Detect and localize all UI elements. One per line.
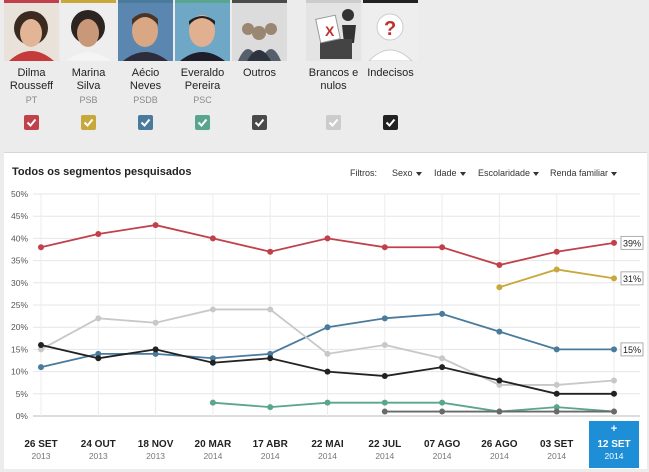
candidate-party: PSB bbox=[79, 95, 98, 105]
candidate-party: PSDB bbox=[133, 95, 158, 105]
everaldo-portrait bbox=[175, 3, 230, 61]
filter-idade[interactable]: Idade bbox=[434, 168, 466, 178]
dilma-portrait bbox=[4, 3, 59, 61]
panel-title: Todos os segmentos pesquisados bbox=[12, 166, 192, 178]
checkmark-icon bbox=[254, 118, 265, 127]
candidate-party: PT bbox=[25, 95, 38, 105]
filters-label: Filtros: bbox=[350, 168, 377, 178]
svg-text:?: ? bbox=[384, 18, 396, 40]
checkmark-icon bbox=[140, 118, 151, 127]
candidate-name: Indecisos bbox=[367, 67, 414, 79]
candidate-color-bar bbox=[61, 0, 116, 4]
checkmark-icon bbox=[328, 118, 339, 127]
candidate-name: Everaldo Pereira bbox=[180, 67, 225, 92]
aecio-portrait bbox=[118, 3, 173, 61]
candidate-color-bar bbox=[4, 0, 59, 4]
checkmark-icon bbox=[83, 118, 94, 127]
chart-panel: Todos os segmentos pesquisados Filtros: … bbox=[4, 152, 647, 469]
candidate-color-bar bbox=[232, 0, 287, 4]
filter-sexo[interactable]: Sexo bbox=[392, 168, 422, 178]
candidate-name: Outros bbox=[242, 67, 276, 79]
candidate-color-bar bbox=[175, 0, 230, 4]
candidate-name: Marina Silva bbox=[71, 67, 106, 92]
checkmark-icon bbox=[197, 118, 208, 127]
candidate-checkbox[interactable] bbox=[138, 115, 153, 130]
candidate-checkbox[interactable] bbox=[195, 115, 210, 130]
checkmark-icon bbox=[385, 118, 396, 127]
candidate-color-bar bbox=[363, 0, 418, 4]
chevron-down-icon bbox=[533, 171, 540, 176]
marina-portrait bbox=[61, 3, 116, 61]
candidate-name: Brancos e nulos bbox=[308, 67, 359, 92]
candidate-checkbox[interactable] bbox=[24, 115, 39, 130]
ballot-box-icon: X bbox=[306, 3, 361, 61]
question-person-icon: ? bbox=[363, 3, 418, 61]
group-icon bbox=[232, 3, 287, 61]
chevron-down-icon bbox=[415, 171, 422, 176]
candidate-party: PSC bbox=[193, 95, 212, 105]
candidate-color-bar bbox=[118, 0, 173, 4]
svg-text:X: X bbox=[325, 23, 335, 39]
checkmark-icon bbox=[26, 118, 37, 127]
candidate-checkbox[interactable] bbox=[252, 115, 267, 130]
candidate-name: Dilma Rousseff bbox=[9, 67, 54, 92]
chevron-down-icon bbox=[459, 171, 466, 176]
chevron-down-icon bbox=[611, 171, 618, 176]
candidate-name: Aécio Neves bbox=[129, 67, 162, 92]
candidate-checkbox[interactable] bbox=[383, 115, 398, 130]
candidate-checkbox[interactable] bbox=[81, 115, 96, 130]
filter-renda-familiar[interactable]: Renda familiar bbox=[550, 168, 618, 178]
candidate-color-bar bbox=[306, 0, 361, 4]
candidate-checkbox[interactable] bbox=[326, 115, 341, 130]
filter-escolaridade[interactable]: Escolaridade bbox=[478, 168, 540, 178]
